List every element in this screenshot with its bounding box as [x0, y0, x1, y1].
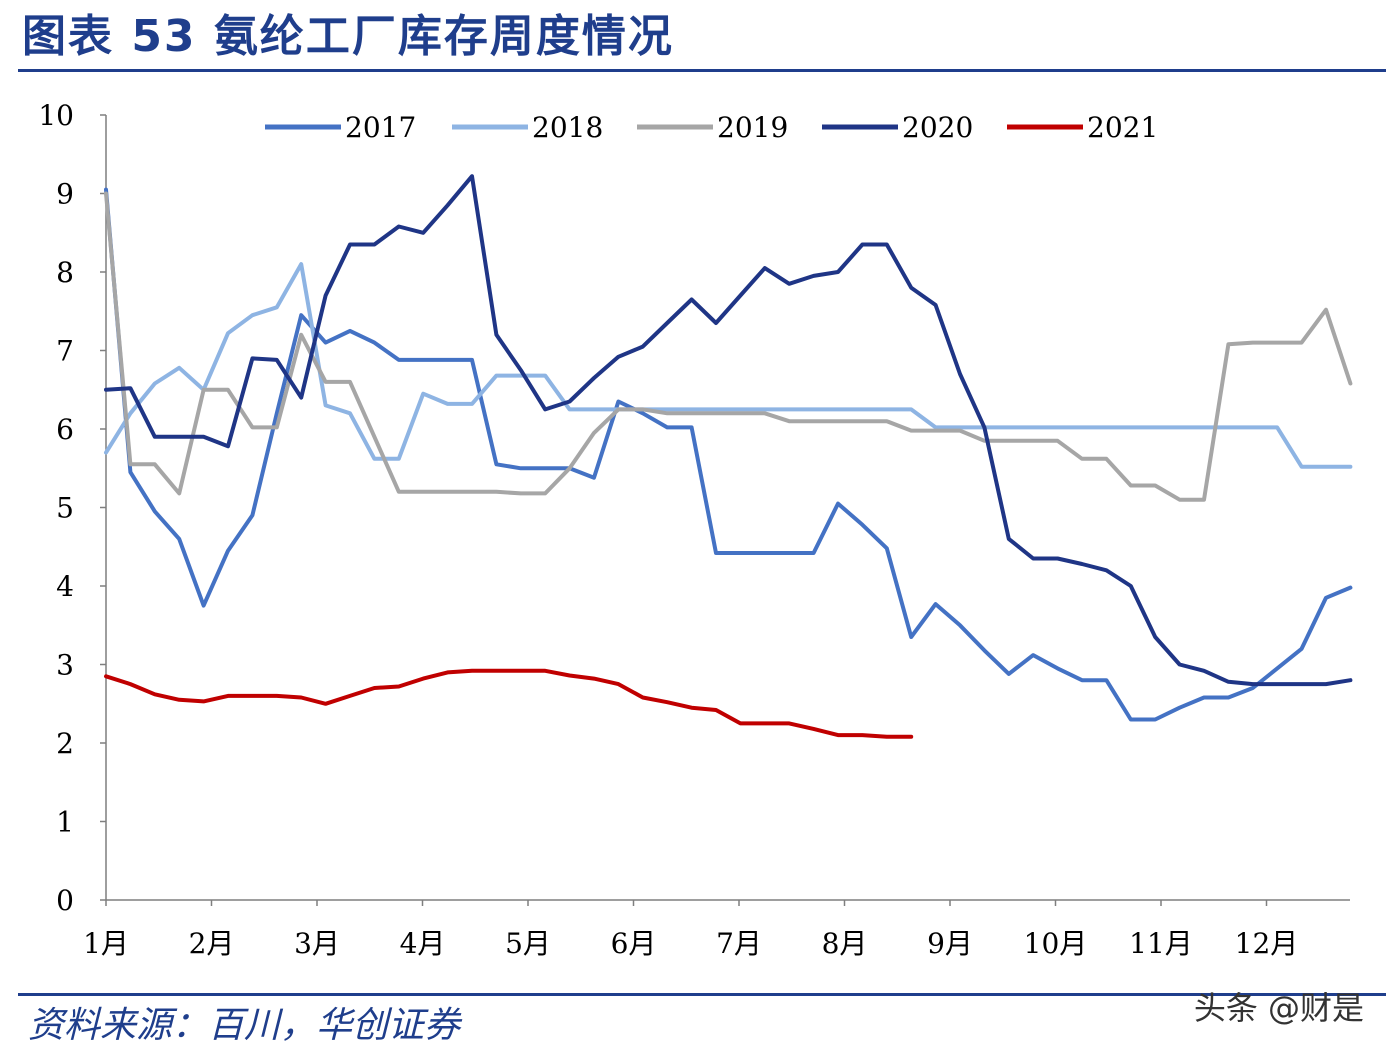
legend-label-2020: 2020 — [902, 111, 973, 144]
y-tick-label: 5 — [56, 492, 74, 525]
inventory-line-chart: 0 1 2 3 4 5 6 7 8 9 10 1月 2月 3月 4月 5月 6月 7月 8月 9月 10月 11月 12月… — [38, 99, 1353, 960]
legend-label-2017: 2017 — [345, 111, 416, 144]
x-tick-label: 10月 — [1024, 927, 1088, 960]
x-tick-label: 8月 — [822, 927, 868, 960]
axes — [105, 115, 1350, 901]
y-tick-label: 10 — [38, 99, 74, 132]
series-lines — [104, 174, 1353, 739]
x-tick-label: 6月 — [611, 927, 657, 960]
legend-label-2018: 2018 — [532, 111, 603, 144]
y-tick-label: 2 — [56, 727, 74, 760]
series-line-2021 — [104, 668, 914, 739]
legend-label-2019: 2019 — [717, 111, 788, 144]
series-line-2018 — [104, 262, 1353, 469]
x-tick-label: 5月 — [505, 927, 551, 960]
x-tick-label: 7月 — [716, 927, 762, 960]
title-underline — [18, 69, 1386, 72]
legend-label-2021: 2021 — [1087, 111, 1158, 144]
y-tick-label: 1 — [56, 806, 74, 839]
watermark-text: 头条 @财是 — [1193, 989, 1364, 1027]
y-axis-ticks: 0 1 2 3 4 5 6 7 8 9 10 — [38, 99, 106, 917]
x-tick-label: 1月 — [83, 927, 129, 960]
x-tick-label: 11月 — [1129, 927, 1193, 960]
y-tick-label: 7 — [56, 335, 74, 368]
y-tick-label: 0 — [56, 884, 74, 917]
source-note: 资料来源：百川，华创证券 — [28, 1005, 461, 1046]
y-tick-label: 9 — [56, 178, 74, 211]
x-axis-ticks: 1月 2月 3月 4月 5月 6月 7月 8月 9月 10月 11月 12月 — [83, 900, 1298, 960]
legend: 2017 2018 2019 2020 2021 — [265, 111, 1158, 144]
chart-title: 图表 53 氨纶工厂库存周度情况 — [22, 11, 674, 62]
series-line-2020 — [104, 174, 1353, 687]
x-tick-label: 4月 — [400, 927, 446, 960]
x-tick-label: 3月 — [294, 927, 340, 960]
series-line-2019 — [104, 191, 1353, 502]
y-tick-label: 3 — [56, 649, 74, 682]
series-line-2017 — [104, 187, 1353, 722]
footer-rule — [18, 993, 1386, 996]
y-tick-label: 6 — [56, 413, 74, 446]
x-tick-label: 12月 — [1235, 927, 1299, 960]
y-tick-label: 8 — [56, 256, 74, 289]
y-tick-label: 4 — [56, 570, 74, 603]
x-tick-label: 9月 — [927, 927, 973, 960]
x-tick-label: 2月 — [189, 927, 235, 960]
